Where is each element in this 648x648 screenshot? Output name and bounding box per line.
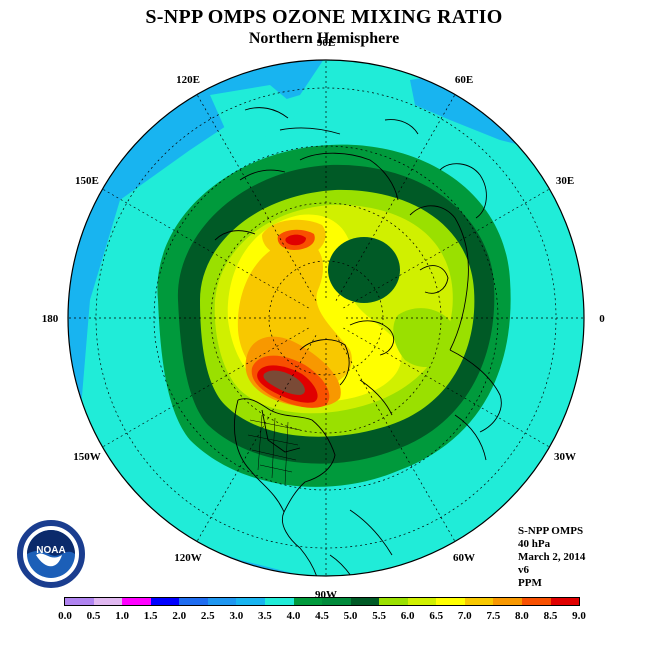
logo-text: NOAA <box>36 545 65 556</box>
longitude-label: 120W <box>174 552 202 564</box>
colorbar-tick-label: 4.0 <box>286 610 301 622</box>
contour-low-cell <box>328 237 400 303</box>
colorbar-tick-label: 7.0 <box>457 610 472 622</box>
colorbar-segment <box>293 598 323 605</box>
colorbar-segment <box>522 598 551 605</box>
contour-5.5-east <box>393 308 458 368</box>
longitude-label: 90E <box>317 37 335 49</box>
colorbar-tick-label: 1.5 <box>143 610 158 622</box>
colorbar-segment <box>150 598 180 605</box>
colorbar-tick-label: 3.0 <box>229 610 244 622</box>
colorbar-segment <box>207 598 237 605</box>
colorbar-segment <box>122 598 151 605</box>
longitude-label: 120E <box>176 74 200 86</box>
contour-9.0 <box>263 370 305 395</box>
longitude-label: 60W <box>453 552 475 564</box>
colorbar-segment <box>179 598 208 605</box>
longitude-label: 30E <box>556 175 574 187</box>
units-label: PPM <box>518 577 542 589</box>
colorbar-segment <box>550 598 580 605</box>
date-label: March 2, 2014 <box>518 551 586 563</box>
colorbar-tick-label: 2.0 <box>172 610 187 622</box>
contour-8.5-north <box>285 234 306 246</box>
colorbar-tick-label: 8.0 <box>515 610 529 622</box>
longitude-label: 30W <box>554 451 576 463</box>
colorbar-segment <box>379 598 408 605</box>
ozone-field <box>68 60 584 576</box>
colorbar-segment <box>322 598 351 605</box>
contour-3.5-patch <box>210 85 300 140</box>
colorbar-segment <box>65 598 94 605</box>
colorbar-segment <box>236 598 265 605</box>
colorbar-tick-label: 5.5 <box>372 610 386 622</box>
contour-3.0 <box>68 60 330 576</box>
colorbar-tick-label: 0.0 <box>58 610 72 622</box>
longitude-label: 180 <box>42 313 59 325</box>
colorbar <box>64 597 580 606</box>
colorbar-segment <box>264 598 294 605</box>
colorbar-tick-label: 5.0 <box>343 610 358 622</box>
page-subtitle: Northern Hemisphere <box>248 30 400 47</box>
colorbar-tick-label: 3.5 <box>258 610 272 622</box>
version-label: v6 <box>518 564 529 576</box>
colorbar-segment <box>436 598 465 605</box>
colorbar-tick-label: 6.0 <box>400 610 415 622</box>
colorbar-tick-label: 0.5 <box>86 610 101 622</box>
colorbar-tick-label: 4.5 <box>315 610 329 622</box>
colorbar-segment <box>93 598 123 605</box>
map-border <box>67 59 585 577</box>
colorbar-segment <box>350 598 380 605</box>
colorbar-tick-label: 1.0 <box>115 610 129 622</box>
map-info: S-NPP OMPS 40 hPa March 2, 2014 v6 PPM <box>518 525 585 590</box>
colorbar-segment <box>407 598 437 605</box>
noaa-logo: NOAA <box>17 520 85 588</box>
page-title: S-NPP OMPS OZONE MIXING RATIO <box>145 6 503 28</box>
longitude-label: 0 <box>599 313 605 325</box>
colorbar-tick-label: 8.5 <box>543 610 558 622</box>
colorbar-tick-label: 9.0 <box>572 610 586 622</box>
colorbar-segment <box>464 598 494 605</box>
colorbar-tick-label: 6.5 <box>429 610 444 622</box>
instrument-label: S-NPP OMPS <box>518 525 584 537</box>
pressure-level: 40 hPa <box>518 538 551 550</box>
colorbar-segment <box>493 598 522 605</box>
colorbar-tick-label: 7.5 <box>486 610 501 622</box>
longitude-label: 60E <box>455 74 473 86</box>
longitude-label: 150E <box>75 175 99 187</box>
state-boundaries <box>247 414 301 486</box>
colorbar-tick-label: 2.5 <box>200 610 215 622</box>
coastlines <box>214 107 502 576</box>
longitude-label: 150W <box>73 451 101 463</box>
